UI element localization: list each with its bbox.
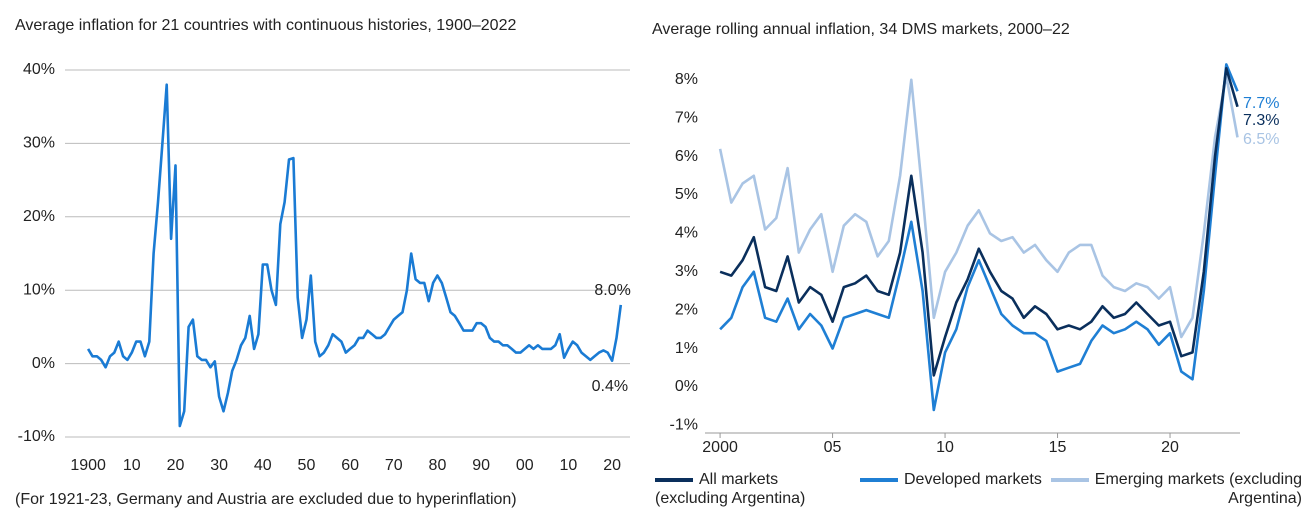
x-tick-label: 80: [429, 457, 447, 474]
y-tick-label: 6%: [675, 148, 698, 165]
y-tick-label: 0%: [32, 355, 55, 372]
y-tick-label: 8%: [675, 71, 698, 88]
y-tick-label: 3%: [675, 263, 698, 280]
x-tick-label: 70: [385, 457, 403, 474]
y-tick-label: 20%: [23, 208, 55, 225]
legend-swatch: [860, 477, 898, 482]
end-label: 6.5%: [1243, 131, 1279, 148]
x-tick-label: 90: [472, 457, 490, 474]
chart-title: Average inflation for 21 countries with …: [15, 17, 516, 34]
legend-item: Emerging markets (excluding Argentina): [1000, 470, 1302, 508]
x-tick-label: 20: [1161, 439, 1179, 456]
line: [86, 83, 623, 428]
y-tick-label: 5%: [675, 186, 698, 203]
y-tick-label: -1%: [670, 417, 698, 434]
x-tick-label: 1900: [70, 457, 106, 474]
y-tick-label: 7%: [675, 109, 698, 126]
x-tick-label: 30: [210, 457, 228, 474]
y-tick-label: 4%: [675, 225, 698, 242]
x-tick-label: 00: [516, 457, 534, 474]
x-tick-label: 10: [560, 457, 578, 474]
legend-label: Developed markets: [904, 471, 1042, 488]
legend-label: All markets (excluding Argentina): [655, 471, 806, 507]
x-tick-label: 15: [1049, 439, 1067, 456]
legend-swatch: [1050, 477, 1089, 482]
y-tick-label: 0%: [675, 378, 698, 395]
y-tick-label: 1%: [675, 340, 698, 357]
x-tick-label: 10: [936, 439, 954, 456]
end-label: 7.3%: [1243, 112, 1279, 129]
footnote: (For 1921-23, Germany and Austria are ex…: [15, 491, 517, 508]
chart-title: Average rolling annual inflation, 34 DMS…: [652, 21, 1070, 38]
y-tick-label: 40%: [23, 61, 55, 78]
series-line: [718, 74, 1239, 339]
x-tick-label: 40: [254, 457, 272, 474]
legend-item: All markets (excluding Argentina): [655, 470, 840, 508]
x-tick-label: 10: [123, 457, 141, 474]
x-tick-label: 50: [298, 457, 316, 474]
y-tick-label: 10%: [23, 281, 55, 298]
annotation: 0.4%: [592, 378, 628, 395]
x-tick-label: 20: [603, 457, 621, 474]
x-tick-label: 20: [167, 457, 185, 474]
x-tick-label: 05: [824, 439, 842, 456]
x-tick-label: 2000: [702, 439, 738, 456]
y-tick-label: 30%: [23, 135, 55, 152]
y-tick-label: 2%: [675, 301, 698, 318]
annotation: 8.0%: [594, 282, 630, 299]
legend: All markets (excluding Argentina) Develop…: [655, 470, 1305, 514]
end-label: 7.7%: [1243, 95, 1279, 112]
x-tick-label: 60: [341, 457, 359, 474]
legend-swatch: [655, 477, 693, 482]
series-line: [719, 63, 1239, 412]
legend-label: Emerging markets (excluding Argentina): [1094, 471, 1302, 507]
series-line: [719, 67, 1239, 377]
y-tick-label: -10%: [18, 428, 55, 445]
legend-item: Developed markets: [860, 470, 1060, 489]
